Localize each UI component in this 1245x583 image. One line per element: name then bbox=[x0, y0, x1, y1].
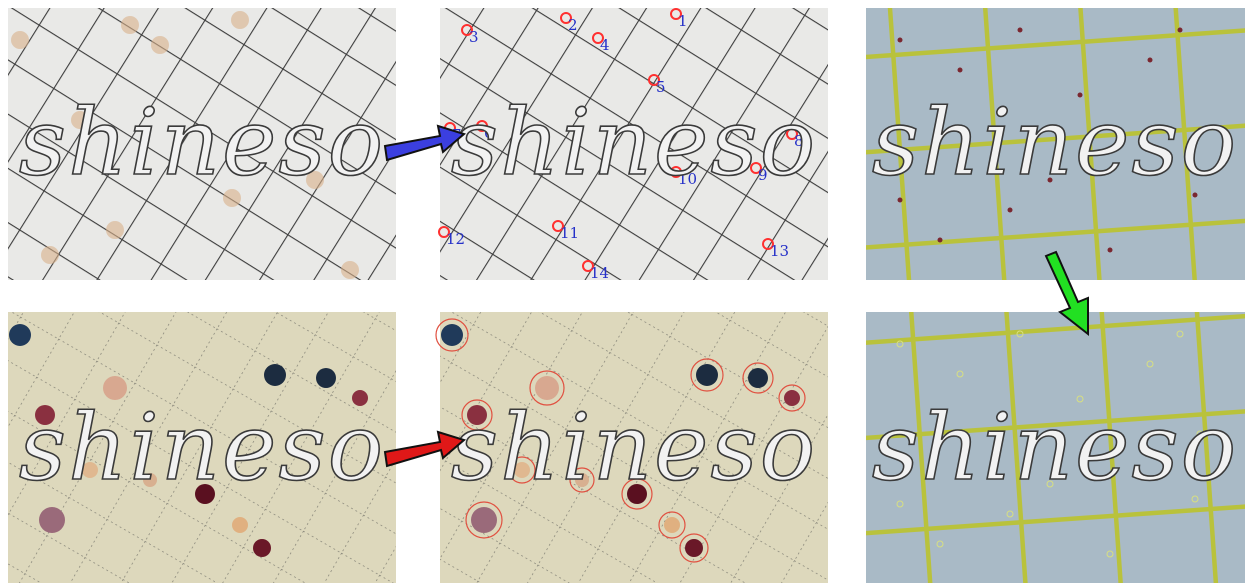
colony bbox=[696, 364, 718, 386]
colony bbox=[316, 368, 336, 388]
colony bbox=[898, 198, 903, 203]
colony bbox=[11, 31, 29, 49]
colony bbox=[9, 324, 31, 346]
watermark: shineso bbox=[872, 89, 1238, 196]
watermark: shineso bbox=[872, 394, 1238, 501]
colony bbox=[958, 68, 963, 73]
watermark: shineso bbox=[451, 89, 817, 196]
colony bbox=[471, 507, 497, 533]
colony-label: 4 bbox=[600, 36, 610, 54]
colony bbox=[1108, 248, 1113, 253]
figure: 3241567891011121314 shineso shineso shin… bbox=[0, 0, 1245, 583]
colony bbox=[748, 368, 768, 388]
colony bbox=[898, 38, 903, 43]
colony bbox=[151, 36, 169, 54]
colony bbox=[441, 324, 463, 346]
colony-label: 13 bbox=[770, 242, 789, 260]
watermark: shineso bbox=[451, 394, 817, 501]
watermark: shineso bbox=[19, 89, 385, 196]
colony bbox=[1008, 208, 1013, 213]
colony bbox=[41, 246, 59, 264]
colony bbox=[664, 517, 680, 533]
watermark: shineso bbox=[19, 394, 385, 501]
colony-label: 11 bbox=[560, 224, 579, 242]
colony bbox=[341, 261, 359, 279]
colony bbox=[1178, 28, 1183, 33]
colony bbox=[938, 238, 943, 243]
colony bbox=[121, 16, 139, 34]
colony bbox=[39, 507, 65, 533]
colony bbox=[106, 221, 124, 239]
colony bbox=[1018, 28, 1023, 33]
colony bbox=[232, 517, 248, 533]
colony bbox=[685, 539, 703, 557]
colony-label: 3 bbox=[469, 28, 479, 46]
colony-label: 12 bbox=[446, 230, 465, 248]
colony-label: 14 bbox=[590, 264, 609, 282]
colony-label: 1 bbox=[678, 12, 688, 30]
colony bbox=[253, 539, 271, 557]
colony bbox=[231, 11, 249, 29]
colony bbox=[1148, 58, 1153, 63]
colony bbox=[264, 364, 286, 386]
colony-label: 2 bbox=[568, 16, 578, 34]
